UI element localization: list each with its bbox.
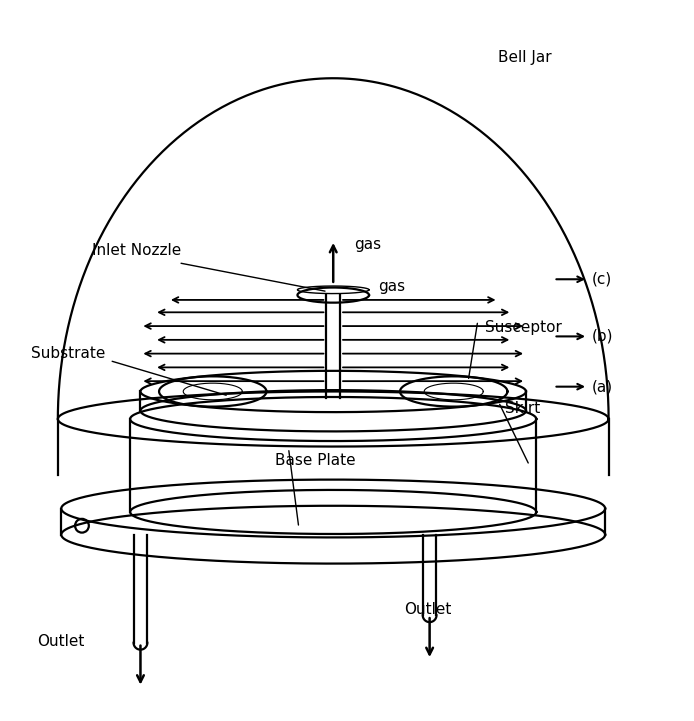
- Text: Outlet: Outlet: [37, 634, 85, 649]
- Text: Inlet Nozzle: Inlet Nozzle: [92, 243, 182, 258]
- Text: gas: gas: [378, 279, 405, 294]
- Text: Outlet: Outlet: [405, 602, 452, 617]
- Text: Substrate: Substrate: [31, 346, 105, 361]
- Text: Skirt: Skirt: [505, 401, 541, 416]
- Text: gas: gas: [354, 237, 381, 252]
- Text: (c): (c): [591, 272, 611, 287]
- Text: Bell Jar: Bell Jar: [498, 50, 552, 65]
- Text: Base Plate: Base Plate: [275, 453, 355, 468]
- Text: Susceptor: Susceptor: [484, 320, 561, 335]
- Text: (b): (b): [591, 329, 613, 344]
- Text: (a): (a): [591, 379, 613, 394]
